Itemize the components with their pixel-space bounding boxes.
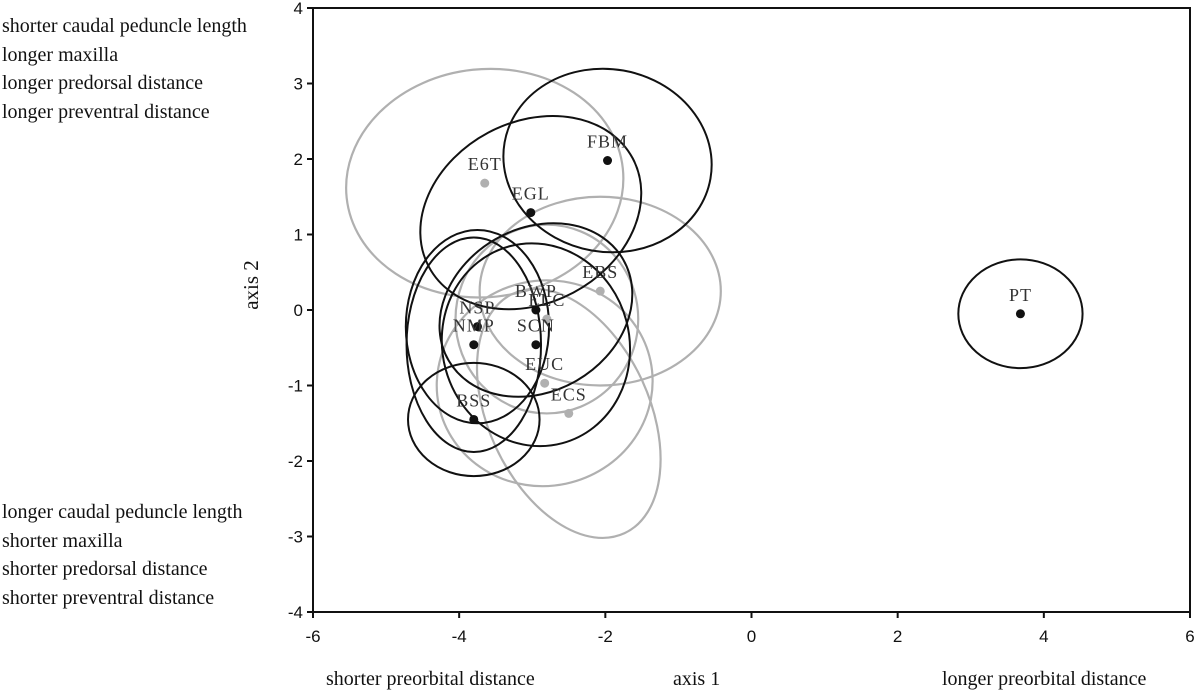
x-tick-label: 2 (893, 627, 902, 646)
y-axis-label: axis 2 (239, 260, 263, 310)
confidence-ellipse (502, 67, 713, 254)
data-point (603, 156, 613, 166)
confidence-ellipse (345, 67, 625, 299)
data-point (480, 178, 490, 188)
data-point (526, 208, 536, 218)
x-tick-label: -2 (598, 627, 613, 646)
annotation-line: shorter preventral distance (2, 586, 215, 609)
confidence-ellipse (405, 236, 543, 453)
data-point (542, 314, 552, 324)
data-point (472, 322, 482, 332)
y-tick-label: -4 (288, 603, 303, 622)
point-label: NSP (459, 298, 495, 318)
x-tick-label: 6 (1185, 627, 1194, 646)
y-tick-label: 0 (294, 301, 303, 320)
data-point (540, 378, 550, 388)
x-tick-label: -6 (305, 627, 320, 646)
y-tick-label: 4 (294, 0, 303, 18)
point-label: FBM (587, 132, 628, 152)
confidence-ellipse (438, 222, 634, 398)
y-axis: 4 3 2 1 0 -1 -2 -3 -4 (288, 0, 313, 622)
confidence-ellipse (475, 287, 662, 540)
y-tick-label: 1 (294, 226, 303, 245)
x-axis: -6 -4 -2 0 2 4 6 (305, 612, 1195, 646)
y-tick-label: -3 (288, 528, 303, 547)
annotation-line: longer predorsal distance (2, 72, 204, 95)
annotation-line: shorter caudal peduncle length (2, 15, 247, 37)
annotation-line: longer maxilla (2, 43, 119, 66)
data-point (469, 414, 479, 424)
confidence-ellipse (478, 195, 722, 387)
data-point (1015, 309, 1025, 319)
data-point (564, 408, 574, 418)
x-tick-label: 0 (747, 627, 756, 646)
x-axis-label: axis 1 (673, 668, 721, 690)
y-tick-label: 2 (294, 150, 303, 169)
confidence-ellipse (435, 279, 654, 488)
point-label: ELC (528, 290, 565, 310)
confidence-ellipse (454, 223, 640, 415)
data-point (531, 340, 541, 350)
confidence-ellipse (407, 361, 541, 478)
point-label: E6T (468, 154, 502, 174)
x-high-annotation: longer preorbital distance (942, 668, 1147, 690)
x-low-annotation: shorter preorbital distance (326, 668, 535, 690)
point-label: EBS (582, 262, 618, 282)
bottom-left-annotation: longer caudal peduncle length shorter ma… (2, 498, 242, 612)
y-tick-label: -1 (288, 377, 303, 396)
top-left-annotation: shorter caudal peduncle length longer ma… (2, 12, 247, 126)
confidence-ellipse (404, 228, 551, 425)
annotation-line: shorter maxilla (2, 529, 123, 552)
data-point (469, 340, 479, 350)
data-point (595, 286, 605, 296)
point-label: PT (1009, 285, 1032, 305)
confidence-ellipse (957, 258, 1084, 370)
point-label: ECS (551, 384, 587, 404)
annotation-line: longer preventral distance (2, 100, 210, 123)
y-tick-label: -2 (288, 452, 303, 471)
confidence-ellipse (419, 114, 643, 311)
y-tick-label: 3 (294, 75, 303, 94)
x-tick-label: -4 (452, 627, 467, 646)
point-label: BWP (515, 281, 557, 301)
point-label: NMP (453, 316, 495, 336)
point-label: SCN (517, 316, 555, 336)
x-tick-label: 4 (1039, 627, 1048, 646)
point-label: EGL (512, 184, 550, 204)
point-layer (469, 156, 1025, 424)
ellipse-layer (345, 67, 1084, 540)
annotation-line: shorter predorsal distance (2, 558, 208, 581)
annotation-line: longer caudal peduncle length (2, 501, 243, 523)
plot-frame (312, 7, 1191, 613)
point-label: BSS (456, 390, 491, 410)
point-label: EUC (525, 354, 564, 374)
data-point (531, 305, 541, 315)
